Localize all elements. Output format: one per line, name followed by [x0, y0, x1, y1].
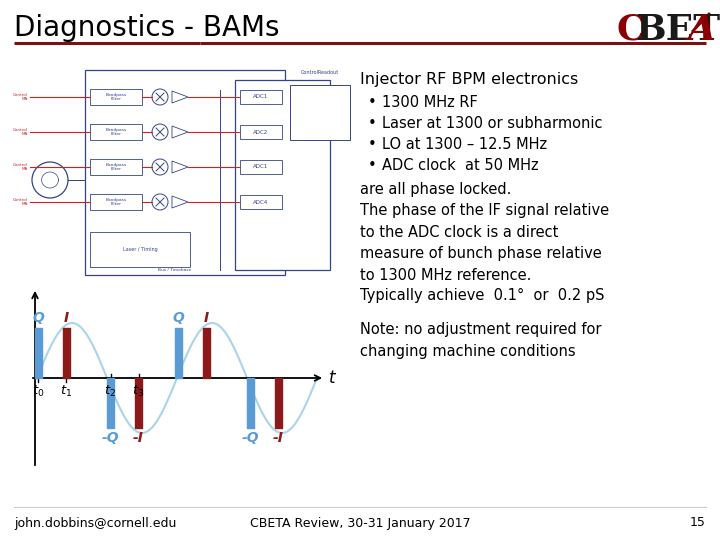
Text: Injector RF BPM electronics: Injector RF BPM electronics	[360, 72, 578, 87]
Text: C: C	[616, 13, 644, 47]
FancyBboxPatch shape	[90, 232, 190, 267]
Text: ADC1: ADC1	[253, 165, 269, 170]
FancyBboxPatch shape	[240, 125, 282, 139]
Text: Control
MA: Control MA	[13, 93, 28, 102]
Text: •: •	[368, 95, 377, 110]
Text: The phase of the IF signal relative
to the ADC clock is a direct
measure of bunc: The phase of the IF signal relative to t…	[360, 203, 609, 283]
Text: •: •	[368, 158, 377, 173]
Text: Control
MA: Control MA	[13, 198, 28, 206]
FancyBboxPatch shape	[240, 90, 282, 104]
Text: Q: Q	[32, 311, 44, 325]
Text: Typically achieve  0.1°  or  0.2 pS: Typically achieve 0.1° or 0.2 pS	[360, 288, 605, 303]
Text: Diagnostics - BAMs: Diagnostics - BAMs	[14, 14, 279, 42]
FancyBboxPatch shape	[290, 85, 350, 140]
Circle shape	[152, 159, 168, 175]
Text: 15: 15	[690, 516, 706, 530]
Text: CBETA Review, 30-31 January 2017: CBETA Review, 30-31 January 2017	[250, 516, 470, 530]
Text: Bandpass
Filter: Bandpass Filter	[105, 127, 127, 136]
Circle shape	[152, 194, 168, 210]
Text: ControlReadout: ControlReadout	[301, 70, 339, 75]
Text: I: I	[64, 311, 69, 325]
Polygon shape	[172, 161, 188, 173]
Text: -Q: -Q	[102, 431, 120, 445]
Text: I: I	[204, 311, 209, 325]
Circle shape	[152, 124, 168, 140]
Text: Laser at 1300 or subharmonic: Laser at 1300 or subharmonic	[382, 116, 603, 131]
Text: A: A	[688, 13, 716, 47]
FancyBboxPatch shape	[240, 195, 282, 209]
Text: Control
MA: Control MA	[13, 127, 28, 136]
Circle shape	[152, 89, 168, 105]
Text: ADC1: ADC1	[253, 94, 269, 99]
Text: BET: BET	[635, 13, 720, 47]
Text: Bandpass
Filter: Bandpass Filter	[105, 163, 127, 171]
Text: $t_0$: $t_0$	[32, 384, 45, 399]
Text: •: •	[368, 116, 377, 131]
Text: john.dobbins@cornell.edu: john.dobbins@cornell.edu	[14, 516, 176, 530]
Text: -Q: -Q	[242, 431, 259, 445]
Text: ADC4: ADC4	[253, 199, 269, 205]
Polygon shape	[172, 126, 188, 138]
Text: Note: no adjustment required for
changing machine conditions: Note: no adjustment required for changin…	[360, 322, 601, 359]
Text: ADC clock  at 50 MHz: ADC clock at 50 MHz	[382, 158, 539, 173]
Text: -I: -I	[273, 431, 284, 445]
Text: 1300 MHz RF: 1300 MHz RF	[382, 95, 478, 110]
Text: $t_3$: $t_3$	[132, 384, 145, 399]
FancyBboxPatch shape	[90, 89, 142, 105]
Text: ADC2: ADC2	[253, 130, 269, 134]
FancyBboxPatch shape	[240, 160, 282, 174]
Text: are all phase locked.: are all phase locked.	[360, 182, 511, 197]
Text: Bandpass
Filter: Bandpass Filter	[105, 93, 127, 102]
Text: •: •	[368, 137, 377, 152]
Circle shape	[32, 162, 68, 198]
FancyBboxPatch shape	[235, 80, 330, 270]
FancyBboxPatch shape	[90, 124, 142, 140]
Text: t: t	[329, 369, 336, 387]
Text: Q: Q	[172, 311, 184, 325]
Text: Bandpass
Filter: Bandpass Filter	[105, 198, 127, 206]
Text: $t_1$: $t_1$	[60, 384, 73, 399]
Text: $t_2$: $t_2$	[104, 384, 117, 399]
FancyBboxPatch shape	[85, 70, 285, 275]
Text: Control
MA: Control MA	[13, 163, 28, 171]
Polygon shape	[172, 196, 188, 208]
FancyBboxPatch shape	[90, 159, 142, 175]
Text: LO at 1300 – 12.5 MHz: LO at 1300 – 12.5 MHz	[382, 137, 547, 152]
FancyBboxPatch shape	[90, 194, 142, 210]
Text: Bus / Timebase: Bus / Timebase	[158, 268, 192, 272]
Polygon shape	[172, 91, 188, 103]
Text: Laser / Timing: Laser / Timing	[122, 247, 158, 253]
Text: -I: -I	[133, 431, 144, 445]
